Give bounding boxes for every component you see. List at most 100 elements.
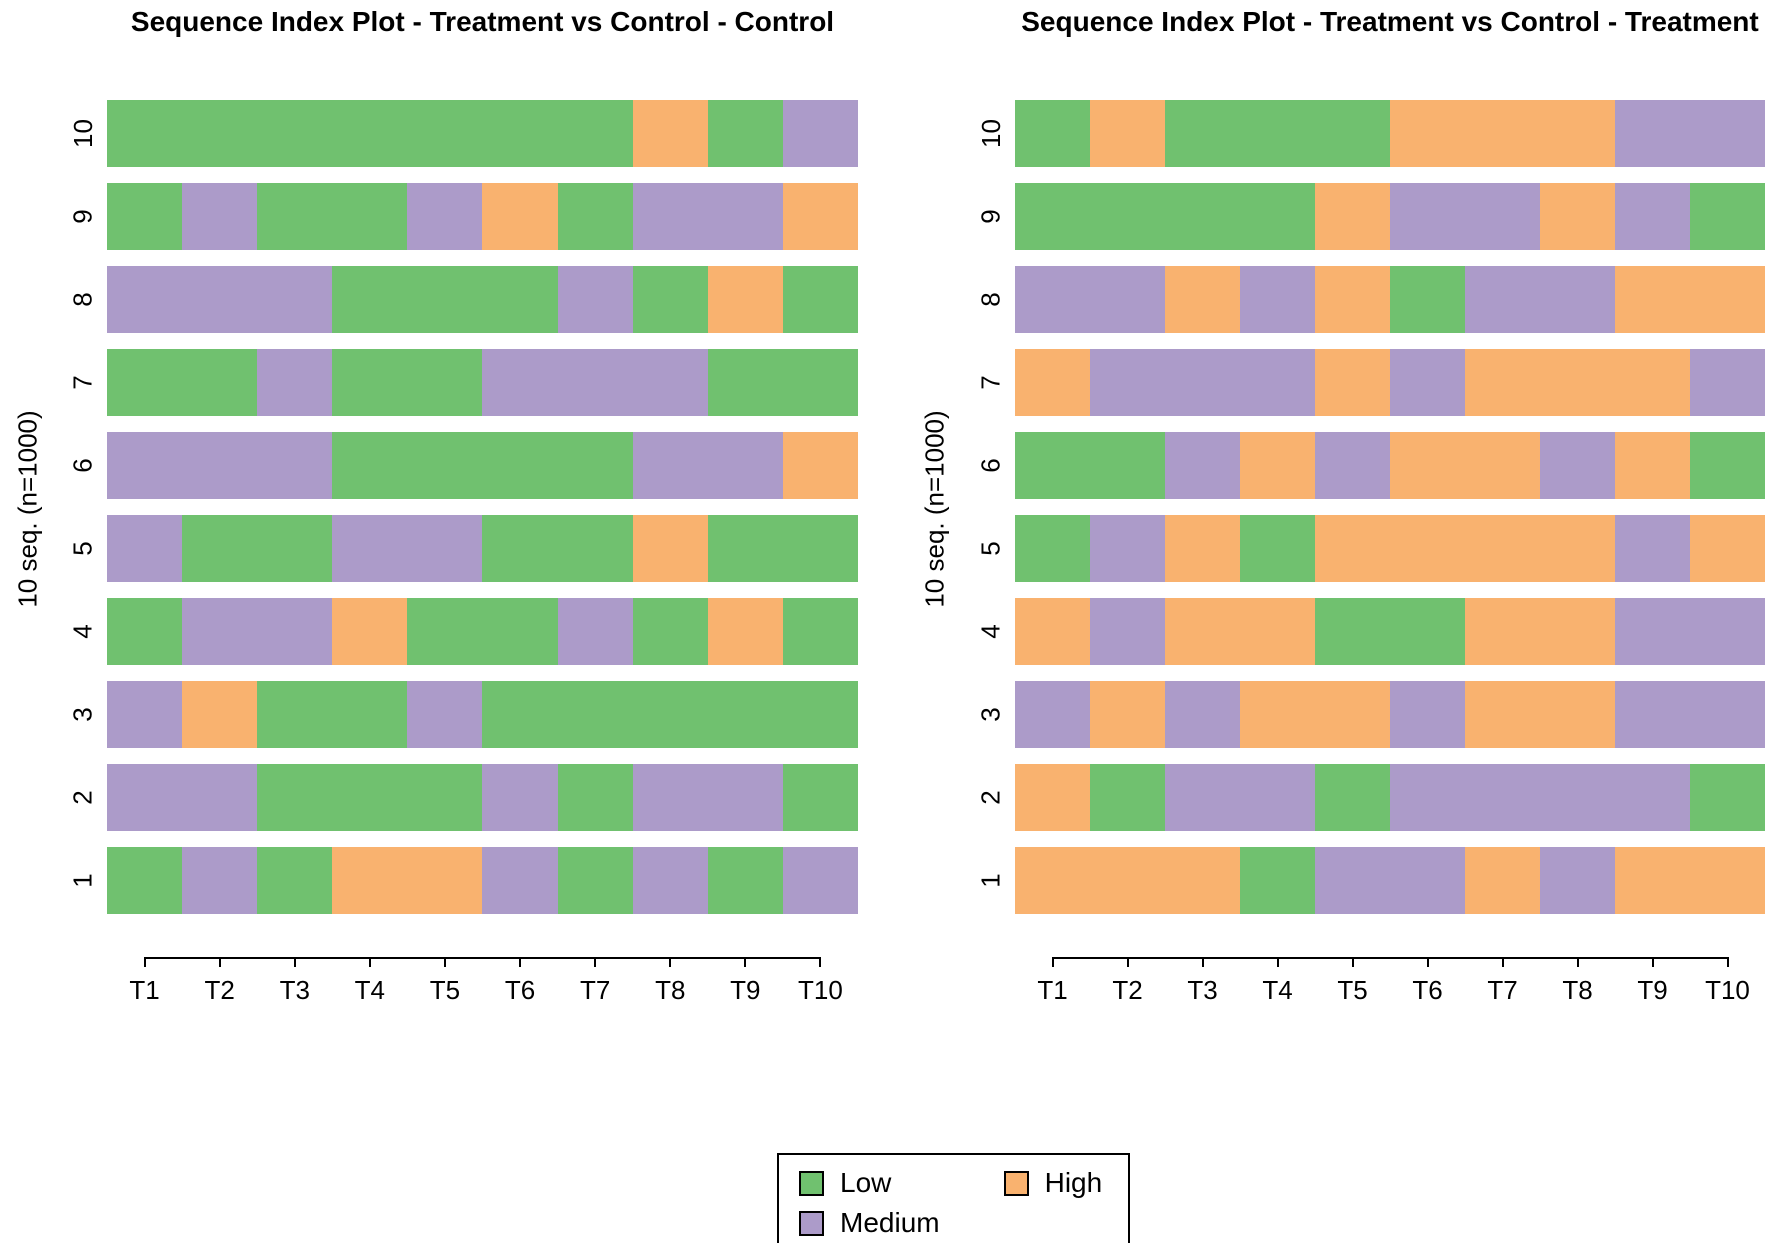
sequence-segment-T9-high — [1615, 266, 1690, 333]
sequence-segment-T9-medium — [1615, 515, 1690, 582]
row-label: 8 — [67, 292, 98, 307]
y-axis-label-treatment: 10 seq. (n=1000) — [919, 410, 950, 608]
sequence-segment-T5-low — [407, 764, 483, 831]
sequence-bar — [107, 432, 858, 499]
sequence-segment-T2-high — [182, 681, 258, 748]
sequence-segment-T9-medium — [1615, 183, 1690, 250]
row-label-cell: 9 — [59, 183, 107, 250]
sequence-segment-T6-low — [482, 598, 558, 665]
sequence-segment-T1-medium — [107, 515, 183, 582]
sequence-segment-T2-low — [182, 515, 258, 582]
axis-left-spacer — [59, 957, 107, 1029]
sequence-row-4: 4 — [59, 598, 858, 665]
sequence-segment-T3-medium — [1165, 681, 1240, 748]
sequence-segment-T6-high — [1390, 515, 1465, 582]
x-axis-tick-T7 — [1501, 957, 1504, 967]
sequence-segment-T7-medium — [1465, 266, 1540, 333]
sequence-segment-T7-low — [557, 515, 633, 582]
x-axis-tick-label-T4: T4 — [1262, 975, 1293, 1005]
x-axis-tick-label-T3: T3 — [279, 975, 310, 1005]
sequence-segment-T6-low — [482, 266, 558, 333]
sequence-segment-T5-low — [1315, 764, 1390, 831]
row-label: 6 — [975, 458, 1006, 473]
sequence-segment-T6-high — [482, 183, 558, 250]
x-axis-tick-label-T9: T9 — [1637, 975, 1668, 1005]
sequence-segment-T4-low — [332, 266, 408, 333]
legend-item-low: Low — [799, 1167, 940, 1199]
row-label-cell: 6 — [59, 432, 107, 499]
sequence-segment-T4-high — [1240, 598, 1315, 665]
sequence-segment-T4-low — [332, 432, 408, 499]
sequence-bar — [107, 266, 858, 333]
sequence-segment-T4-medium — [1240, 349, 1315, 416]
sequence-segment-T7-low — [557, 100, 633, 167]
legend-swatch-low-icon — [799, 1170, 824, 1196]
sequence-segment-T7-medium — [557, 266, 633, 333]
sequence-segment-T9-low — [707, 847, 783, 914]
x-axis-tick-label-T6: T6 — [1412, 975, 1443, 1005]
legend-item-medium: Medium — [799, 1207, 940, 1239]
sequence-bar — [1015, 515, 1765, 582]
sequence-bar — [107, 349, 858, 416]
sequence-segment-T8-medium — [632, 764, 708, 831]
sequence-row-5: 5 — [967, 515, 1765, 582]
sequence-segment-T2-medium — [182, 266, 258, 333]
row-label: 9 — [975, 209, 1006, 224]
sequence-segment-T8-low — [632, 266, 708, 333]
sequence-segment-T6-low — [482, 515, 558, 582]
sequence-segment-T10-low — [1690, 764, 1765, 831]
x-axis-tick-T10 — [819, 957, 822, 967]
row-label-cell: 6 — [967, 432, 1015, 499]
row-label-cell: 8 — [967, 266, 1015, 333]
legend-swatch-high-icon — [1003, 1170, 1029, 1196]
x-axis-tick-T6 — [519, 957, 522, 967]
sequence-row-7: 7 — [59, 349, 858, 416]
sequence-segment-T9-low — [707, 100, 783, 167]
sequence-segment-T7-low — [557, 764, 633, 831]
x-axis-tick-label-T1: T1 — [129, 975, 160, 1005]
sequence-segment-T4-low — [332, 349, 408, 416]
sequence-segment-T4-low — [1240, 183, 1315, 250]
legend-label-high: High — [1044, 1167, 1103, 1198]
sequence-segment-T7-medium — [1465, 183, 1540, 250]
sequence-segment-T2-medium — [182, 432, 258, 499]
sequence-bar — [107, 681, 858, 748]
sequence-segment-T2-low — [1090, 764, 1165, 831]
sequence-segment-T5-high — [1315, 266, 1390, 333]
sequence-segment-T9-low — [707, 349, 783, 416]
sequence-segment-T2-low — [1090, 183, 1165, 250]
sequence-row-2: 2 — [59, 764, 858, 831]
sequence-segment-T10-high — [1690, 847, 1765, 914]
sequence-segment-T7-medium — [557, 349, 633, 416]
sequence-segment-T6-high — [1390, 100, 1465, 167]
sequence-segment-T6-high — [1390, 432, 1465, 499]
sequence-segment-T1-high — [1015, 847, 1090, 914]
panel-title-treatment: Sequence Index Plot - Treatment vs Contr… — [1021, 6, 1759, 37]
sequence-segment-T10-high — [782, 432, 858, 499]
row-label: 3 — [975, 707, 1006, 722]
sequence-segment-T7-high — [1465, 598, 1540, 665]
sequence-row-4: 4 — [967, 598, 1765, 665]
sequence-bar — [1015, 598, 1765, 665]
sequence-segment-T6-low — [482, 100, 558, 167]
sequence-segment-T3-medium — [1165, 764, 1240, 831]
sequence-segment-T4-high — [332, 847, 408, 914]
sequence-segment-T8-high — [1540, 515, 1615, 582]
sequence-segment-T4-low — [1240, 100, 1315, 167]
axis-left-spacer — [967, 957, 1015, 1029]
sequence-segment-T10-low — [1690, 432, 1765, 499]
x-axis-tick-label-T4: T4 — [354, 975, 386, 1005]
x-axis-tick-T8 — [669, 957, 672, 967]
sequence-segment-T4-medium — [1240, 266, 1315, 333]
sequence-segment-T6-medium — [1390, 764, 1465, 831]
sequence-segment-T3-high — [1165, 266, 1240, 333]
row-label: 9 — [67, 209, 98, 224]
x-axis-tick-label-T1: T1 — [1037, 975, 1068, 1005]
sequence-segment-T4-low — [332, 681, 408, 748]
sequence-segment-T7-low — [557, 847, 633, 914]
sequence-segment-T4-low — [332, 183, 408, 250]
plot-area-control: 10 9 8 7 6 5 4 3 2 1 T1 T2 T3 T4 T5 T6 T7 T8 T9 T10 — [0, 100, 886, 1029]
sequence-segment-T6-medium — [1390, 681, 1465, 748]
x-axis-tick-T5 — [1351, 957, 1354, 967]
